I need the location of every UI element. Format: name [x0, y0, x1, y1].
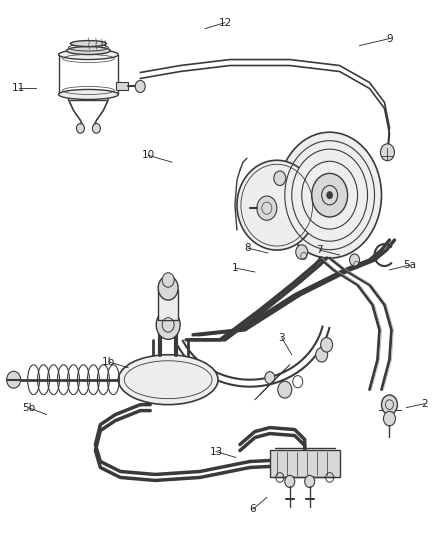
Circle shape: [277, 381, 291, 398]
Circle shape: [349, 254, 359, 266]
Circle shape: [291, 149, 367, 241]
Text: 12: 12: [218, 18, 231, 28]
Circle shape: [7, 371, 21, 388]
Circle shape: [135, 80, 145, 93]
Circle shape: [326, 191, 332, 199]
Text: 13: 13: [209, 447, 222, 457]
Circle shape: [273, 171, 285, 185]
Text: 1: 1: [231, 263, 238, 273]
Circle shape: [92, 124, 100, 133]
Text: 11: 11: [12, 84, 25, 93]
Circle shape: [256, 196, 276, 220]
Text: 7: 7: [316, 245, 322, 255]
Text: 2: 2: [420, 399, 427, 409]
Text: 8: 8: [244, 243, 251, 253]
Circle shape: [321, 185, 337, 205]
Circle shape: [162, 273, 174, 287]
Circle shape: [315, 348, 327, 362]
Circle shape: [320, 337, 332, 352]
Text: 6: 6: [249, 504, 256, 514]
Ellipse shape: [237, 160, 316, 250]
Circle shape: [380, 144, 394, 161]
Circle shape: [158, 276, 178, 300]
Circle shape: [156, 310, 180, 340]
Bar: [269, 449, 339, 478]
Circle shape: [284, 475, 294, 488]
Bar: [116, 83, 128, 91]
Circle shape: [304, 475, 314, 488]
Circle shape: [383, 411, 395, 426]
Circle shape: [295, 245, 307, 259]
Text: 5a: 5a: [402, 260, 415, 270]
Ellipse shape: [66, 46, 110, 54]
Circle shape: [311, 173, 347, 217]
Ellipse shape: [71, 41, 106, 46]
Text: 9: 9: [385, 34, 392, 44]
Text: 10: 10: [141, 150, 155, 160]
Ellipse shape: [58, 50, 118, 60]
Circle shape: [264, 372, 274, 384]
Circle shape: [76, 124, 84, 133]
Circle shape: [277, 132, 381, 258]
Text: 1b: 1b: [102, 357, 115, 367]
Text: 5b: 5b: [22, 402, 35, 413]
Ellipse shape: [58, 90, 118, 100]
Text: 3: 3: [278, 333, 284, 343]
Bar: [158, 290, 178, 320]
Circle shape: [381, 395, 396, 414]
Ellipse shape: [118, 355, 218, 405]
